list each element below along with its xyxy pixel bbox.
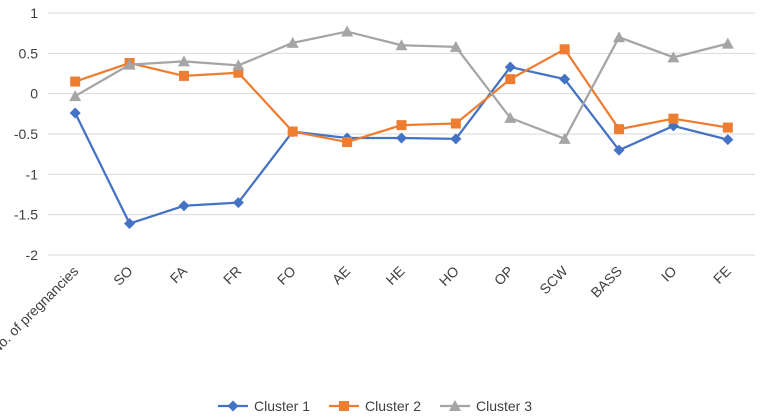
data-point-triangle (286, 36, 299, 48)
data-point-square (614, 124, 625, 135)
data-point-diamond (178, 200, 190, 212)
data-point-diamond (227, 400, 239, 412)
data-point-diamond (559, 73, 571, 85)
x-tick-label: FE (710, 263, 734, 287)
x-tick-label: OP (491, 263, 517, 289)
y-tick-label: -1.5 (14, 207, 38, 223)
data-point-triangle (558, 132, 571, 144)
data-point-triangle (449, 40, 462, 52)
data-point-square (505, 74, 516, 85)
legend: Cluster 1 Cluster 2 Cluster 3 (218, 398, 532, 414)
x-tick-label: FR (220, 263, 245, 288)
data-point-diamond (396, 132, 407, 144)
data-point-square (233, 67, 244, 78)
data-point-square (450, 118, 461, 129)
y-tick-label: -1 (26, 166, 39, 182)
legend-label: Cluster 1 (254, 398, 310, 414)
x-tick-label: No. of pregnancies (0, 263, 81, 357)
data-point-diamond (232, 197, 244, 209)
y-tick-label: 1 (30, 5, 38, 21)
data-point-triangle (69, 90, 82, 102)
data-point-square (70, 76, 81, 87)
y-tick-label: 0.5 (19, 45, 39, 61)
y-axis-ticks: 1 0.5 0 -0.5 -1 -1.5 -2 (14, 5, 38, 263)
data-point-triangle (232, 59, 245, 71)
data-point-square (342, 137, 353, 148)
data-point-square (668, 113, 679, 124)
data-point-square (178, 70, 189, 81)
data-point-square (339, 401, 349, 411)
data-point-triangle (504, 111, 517, 123)
series-3 (69, 25, 734, 144)
x-tick-label: HE (383, 263, 408, 288)
series-line (74, 65, 729, 225)
y-tick-label: -2 (26, 247, 39, 263)
data-point-diamond (613, 144, 625, 156)
data-point-square (722, 122, 733, 133)
grid-lines (48, 12, 755, 256)
y-tick-label: -0.5 (14, 126, 38, 142)
data-point-square (559, 44, 570, 55)
x-axis-ticks: No. of pregnancies SO FA FR FO AE HE HO OP SCW BAS… (0, 262, 734, 357)
data-point-triangle (395, 39, 408, 51)
data-point-square (287, 126, 298, 137)
data-point-triangle (341, 25, 354, 37)
x-tick-label: FO (274, 263, 299, 288)
legend-label: Cluster 2 (365, 398, 421, 414)
x-tick-label: SCW (536, 262, 571, 297)
data-point-triangle (667, 51, 680, 63)
x-tick-label: AE (329, 263, 354, 288)
data-point-diamond (124, 218, 136, 230)
x-tick-label: BASS (587, 263, 625, 301)
data-point-diamond (504, 61, 516, 73)
data-point-triangle (613, 31, 626, 43)
data-point-diamond (722, 134, 734, 146)
legend-item: Cluster 3 (440, 398, 532, 414)
data-point-triangle (449, 400, 461, 411)
legend-label: Cluster 3 (476, 398, 532, 414)
series-2 (70, 44, 733, 148)
x-tick-label: FA (167, 262, 191, 286)
legend-item: Cluster 2 (329, 398, 421, 414)
x-tick-label: SO (110, 263, 136, 289)
data-point-square (396, 120, 407, 131)
data-point-triangle (177, 55, 190, 67)
data-point-triangle (721, 37, 734, 49)
series-layer (69, 25, 734, 230)
legend-item: Cluster 1 (218, 398, 310, 414)
data-point-triangle (123, 58, 136, 70)
y-tick-label: 0 (30, 86, 38, 102)
x-tick-label: HO (436, 263, 462, 289)
data-point-diamond (450, 133, 462, 145)
data-point-diamond (69, 107, 81, 119)
series-1 (69, 61, 734, 230)
x-tick-label: IO (658, 263, 680, 285)
